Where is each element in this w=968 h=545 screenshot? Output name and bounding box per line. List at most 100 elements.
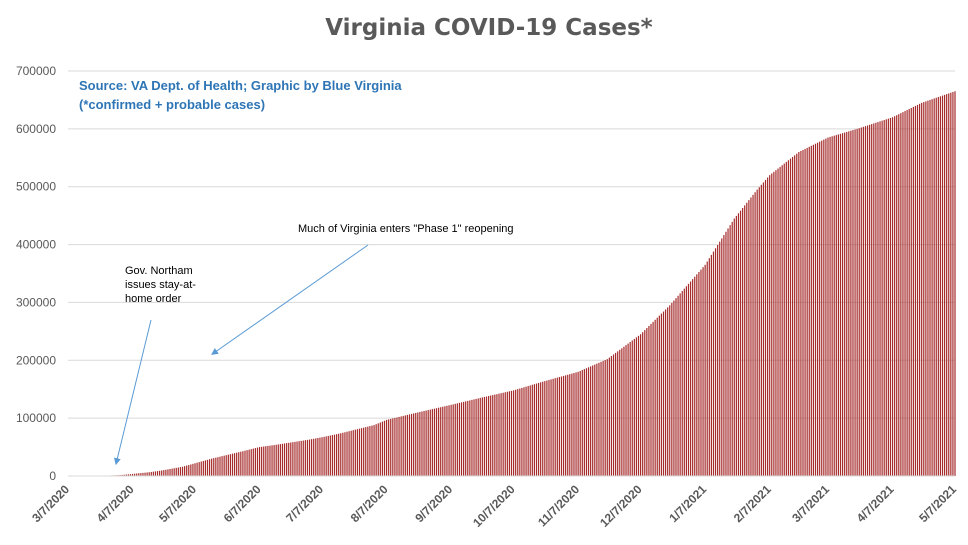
- bar: [692, 279, 694, 476]
- y-axis-tick-labels: 0 100000 200000 300000 400000 500000 600000 700…: [16, 64, 56, 483]
- bar: [748, 200, 750, 476]
- bar: [800, 150, 802, 476]
- bar: [689, 281, 692, 476]
- bar: [762, 182, 765, 477]
- bar: [592, 365, 594, 476]
- bar: [839, 133, 842, 476]
- y-tick-label: 700000: [16, 64, 56, 78]
- bar: [181, 466, 184, 476]
- bar: [202, 460, 204, 476]
- bar: [540, 382, 542, 476]
- bar: [177, 467, 179, 476]
- bar: [941, 95, 944, 476]
- bar: [621, 348, 623, 476]
- bar: [923, 102, 925, 476]
- bar: [242, 451, 244, 476]
- annotation-text: Gov. Northam: [125, 265, 193, 277]
- bar: [729, 225, 731, 476]
- bar: [367, 426, 369, 476]
- bar: [708, 258, 710, 476]
- bar: [696, 274, 698, 476]
- bar: [504, 392, 506, 476]
- bar: [723, 235, 725, 476]
- bar: [623, 346, 625, 476]
- bar: [781, 165, 783, 476]
- bar: [921, 102, 923, 476]
- annotation-text: home order: [125, 293, 182, 305]
- bar: [467, 400, 469, 476]
- bar: [229, 454, 232, 476]
- bar: [383, 420, 386, 476]
- bar: [456, 403, 458, 476]
- bar: [764, 179, 767, 476]
- source-line-1: Source: VA Dept. of Health; Graphic by B…: [79, 78, 402, 93]
- bar: [894, 116, 896, 476]
- bar: [648, 325, 650, 476]
- bar: [398, 416, 400, 476]
- bar: [612, 354, 615, 476]
- bar: [488, 396, 490, 476]
- bar: [604, 360, 606, 476]
- bar: [252, 448, 254, 476]
- bar: [600, 361, 602, 476]
- bar: [712, 251, 715, 476]
- bar: [206, 459, 209, 476]
- bar: [288, 442, 290, 476]
- x-tick-label: 5/7/2021: [916, 482, 959, 525]
- bar: [633, 338, 635, 476]
- bar: [419, 411, 421, 476]
- bar: [856, 128, 858, 477]
- x-tick-label: 12/7/2020: [597, 482, 645, 530]
- bar: [308, 439, 311, 476]
- bar: [850, 130, 852, 476]
- bar: [827, 137, 829, 477]
- bar: [658, 315, 660, 476]
- bar: [946, 94, 948, 476]
- bar: [344, 432, 346, 476]
- bar: [392, 418, 394, 476]
- bar: [637, 335, 640, 476]
- bar: [492, 395, 494, 476]
- bar: [835, 135, 837, 476]
- bar: [558, 377, 560, 476]
- bar: [537, 382, 540, 476]
- bar: [204, 460, 207, 476]
- bar: [150, 471, 152, 476]
- bar: [866, 125, 869, 476]
- x-tick-label: 1/7/2021: [666, 482, 709, 525]
- bar: [629, 342, 631, 476]
- bar: [573, 373, 575, 476]
- bar: [773, 171, 775, 476]
- bar: [954, 91, 956, 476]
- bar: [342, 432, 344, 476]
- bar: [450, 404, 452, 476]
- bar: [192, 463, 194, 476]
- bar: [381, 421, 384, 476]
- bar: [213, 458, 215, 476]
- bar: [331, 435, 334, 476]
- bar: [296, 441, 298, 476]
- bar: [796, 153, 798, 476]
- bar: [625, 345, 627, 476]
- bar: [542, 381, 544, 476]
- bar: [733, 218, 735, 477]
- bar: [496, 394, 498, 476]
- bar: [819, 141, 821, 477]
- bar: [506, 391, 508, 476]
- bar: [662, 311, 665, 476]
- bar: [789, 158, 792, 477]
- bar: [175, 467, 177, 476]
- bar: [254, 448, 256, 476]
- bar: [512, 390, 515, 476]
- bar: [883, 120, 885, 476]
- bar: [315, 438, 317, 476]
- bar: [465, 401, 467, 476]
- bar: [627, 343, 629, 476]
- bar: [887, 118, 889, 477]
- bar: [121, 474, 123, 476]
- bar: [650, 323, 652, 476]
- bar: [950, 92, 952, 476]
- bar: [304, 440, 306, 476]
- bar: [469, 400, 471, 476]
- bar: [862, 126, 864, 476]
